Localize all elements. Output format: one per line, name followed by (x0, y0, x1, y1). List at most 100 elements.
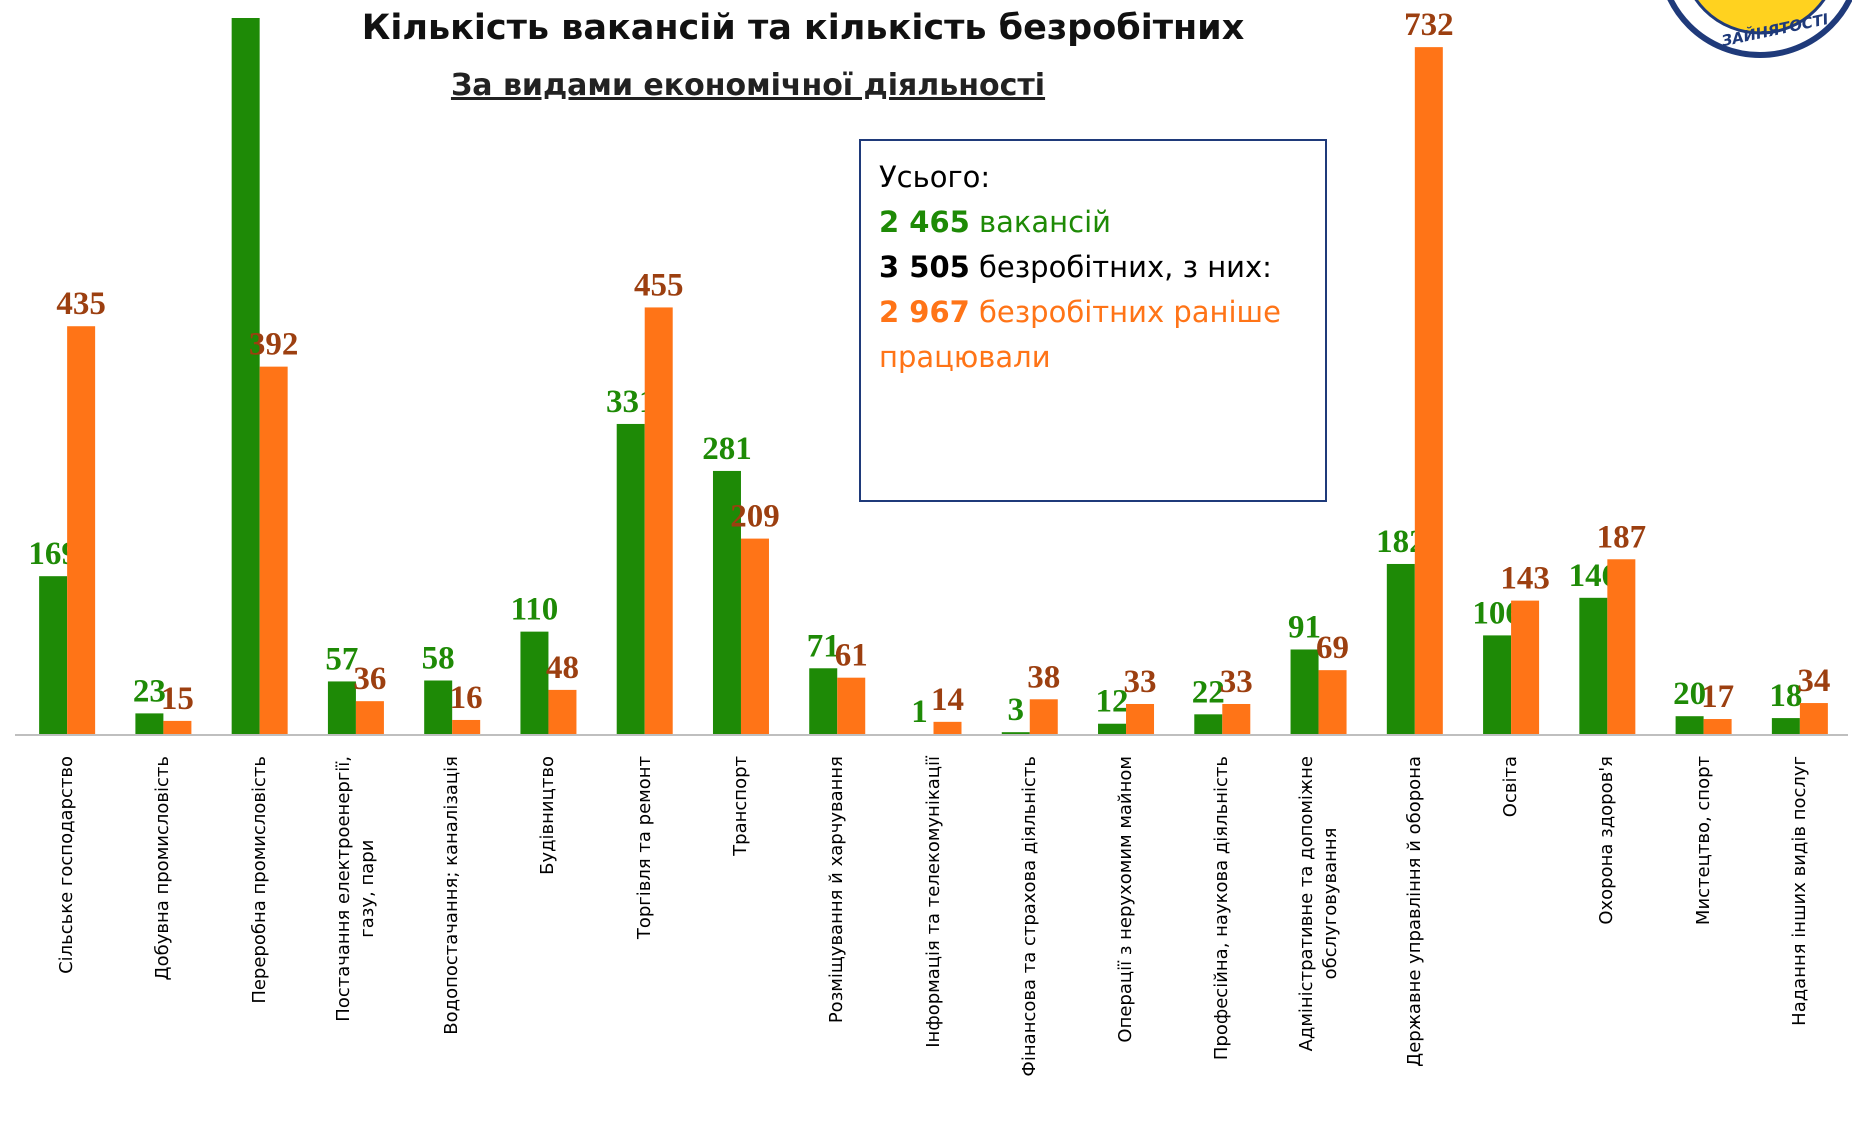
data-label: 22 (1192, 674, 1225, 710)
bar (67, 326, 96, 735)
data-label: 1 (911, 694, 928, 730)
data-label: 33 (1220, 664, 1253, 700)
data-label: 20 (1673, 676, 1706, 712)
x-tick-label: Надання інших видів послуг (1788, 756, 1810, 1026)
bar (1771, 718, 1800, 735)
bar (1290, 649, 1319, 735)
data-label: 16 (450, 680, 483, 716)
data-label: 15 (161, 681, 194, 717)
info-line: 2 465 вакансій (879, 200, 1307, 245)
bar (1194, 714, 1223, 735)
bar (1607, 559, 1636, 735)
info-number: 3 505 (879, 250, 970, 284)
bar (837, 677, 866, 735)
bar (1098, 723, 1127, 735)
bar (740, 538, 769, 735)
bar (1386, 563, 1415, 735)
bar (616, 423, 645, 735)
data-label: 69 (1316, 630, 1349, 666)
x-tick-label: Переробна промисловість (248, 756, 270, 1004)
x-tick-label: Сільське господарство (56, 756, 78, 974)
data-label: 732 (1404, 7, 1454, 43)
bar (231, 18, 260, 735)
bar (1414, 47, 1443, 736)
chart-subtitle: За видами економічної діяльності (450, 68, 1046, 103)
x-tick-label: Інформація та телекомунікації (922, 756, 944, 1048)
x-tick-label: Державне управління й оборона (1403, 756, 1425, 1067)
data-label: 143 (1500, 561, 1550, 597)
bar (1579, 597, 1608, 735)
chart-title: Кількість вакансій та кількість безробіт… (361, 8, 1245, 48)
data-label: 435 (56, 286, 106, 322)
bar (39, 576, 68, 735)
info-line: 2 967 безробітних раніше працювали (879, 290, 1307, 380)
bar (327, 681, 356, 735)
x-tick-label: Водопостачання; каналізація (441, 756, 463, 1035)
x-tick-label: Торгівля та ремонт (633, 756, 655, 940)
bar (452, 719, 481, 735)
info-number: 2 465 (879, 205, 970, 239)
data-label: 58 (422, 640, 455, 676)
data-label: 48 (546, 650, 579, 686)
bar (1001, 732, 1030, 735)
data-label: 71 (807, 628, 840, 664)
info-title: Усього: (879, 160, 991, 194)
bar (1511, 600, 1540, 735)
data-label: 187 (1597, 519, 1647, 555)
data-label: 209 (730, 499, 780, 535)
data-label: 110 (511, 592, 559, 628)
bar (548, 689, 577, 735)
data-label: 18 (1769, 678, 1802, 714)
data-label: 33 (1124, 664, 1157, 700)
bar (1029, 699, 1058, 735)
x-tick-label: Охорона здоров'я (1596, 756, 1618, 925)
bar (135, 713, 164, 735)
bar (1703, 719, 1732, 735)
x-tick-label: Операції з нерухомим майном (1115, 756, 1137, 1043)
data-label: 61 (835, 638, 868, 674)
bar (809, 668, 838, 735)
bar (1483, 635, 1512, 735)
data-label: 36 (353, 661, 386, 697)
data-label: 34 (1797, 663, 1830, 699)
bar (712, 470, 741, 735)
data-label: 91 (1288, 609, 1321, 645)
x-tick-label: Добувна промисловість (152, 756, 174, 981)
x-tick-label: Освіта (1500, 756, 1522, 818)
info-text: безробітних, з них: (979, 250, 1272, 284)
info-text: вакансій (979, 205, 1111, 239)
logo-inner (1694, 0, 1826, 35)
x-tick-label: Фінансова та страхова діяльність (1018, 756, 1040, 1077)
x-tick-label: Постачання електроенергії, газу, пари (332, 756, 378, 1022)
bar (1126, 703, 1155, 735)
data-label: 38 (1027, 659, 1060, 695)
data-label: 57 (325, 641, 358, 677)
x-tick-label: Розміщування й харчування (826, 756, 848, 1024)
data-label: 17 (1701, 679, 1734, 715)
x-tick-label: Транспорт (729, 756, 751, 856)
bar (520, 631, 549, 735)
x-tick-label: Професійна, наукова діяльність (1211, 756, 1233, 1061)
info-text: безробітних раніше працювали (879, 295, 1281, 374)
data-label: 392 (249, 327, 299, 363)
x-tick-label: Будівництво (537, 756, 559, 875)
data-label: 12 (1096, 684, 1129, 720)
bar (933, 721, 962, 735)
bar (644, 307, 673, 735)
x-tick-label: Адміністративне та допоміжне обслуговува… (1295, 756, 1341, 1052)
bar (1675, 716, 1704, 735)
bar (1222, 703, 1251, 735)
info-number: 2 967 (879, 295, 970, 329)
bar (355, 701, 384, 735)
data-label: 281 (702, 431, 752, 467)
data-label: 455 (634, 267, 684, 303)
data-label: 3 (1008, 692, 1025, 728)
bar (424, 680, 453, 735)
data-label: 14 (931, 682, 964, 718)
bar (1318, 670, 1347, 735)
bar (259, 366, 288, 735)
bar (1799, 703, 1828, 735)
info-line: 3 505 безробітних, з них: (879, 245, 1307, 290)
